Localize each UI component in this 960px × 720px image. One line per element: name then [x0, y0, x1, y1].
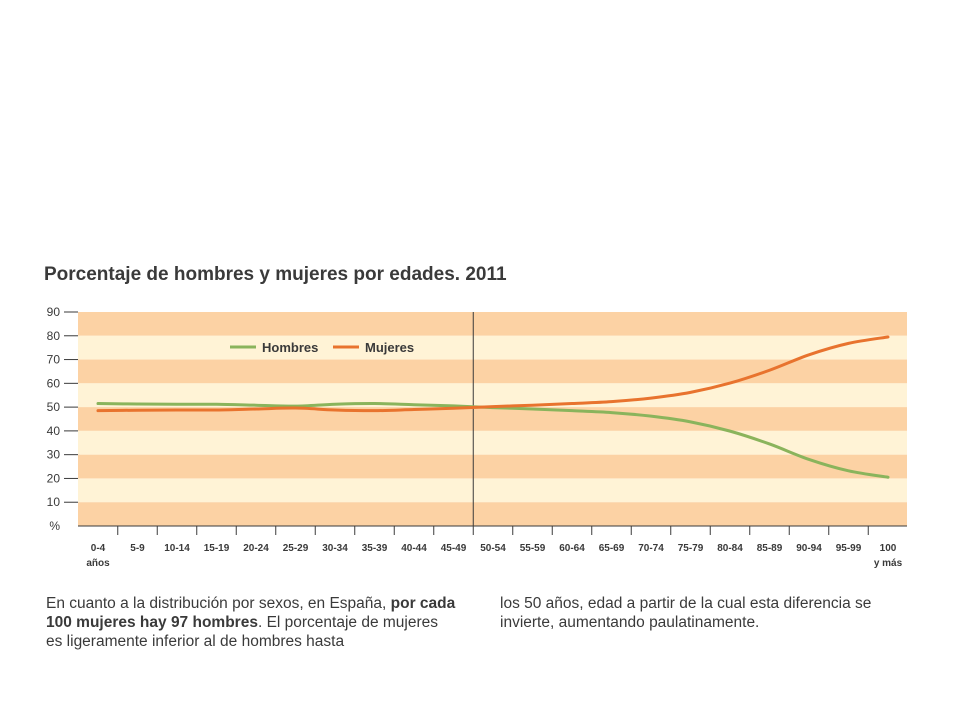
y-tick-label-40: 40: [47, 424, 61, 438]
y-tick-label-20: 20: [47, 471, 61, 485]
x-tick-label-sub: años: [86, 558, 110, 569]
x-tick-label: 70-74: [638, 543, 664, 554]
x-tick-label: 25-29: [283, 543, 309, 554]
y-axis-unit: %: [49, 519, 60, 533]
caption-left-part-1: En cuanto a la distribución por sexos, e…: [46, 595, 391, 612]
legend-label-mujeres: Mujeres: [365, 340, 414, 355]
legend-label-hombres: Hombres: [262, 340, 318, 355]
caption-right: los 50 años, edad a partir de la cual es…: [500, 595, 872, 631]
caption-left-part-2: . El porcentaje de mujeres es ligerament…: [46, 614, 439, 650]
x-tick-label: 30-34: [322, 543, 348, 554]
y-tick-label-10: 10: [47, 495, 61, 509]
x-tick-label: 0-4: [91, 543, 106, 554]
y-tick-label-30: 30: [47, 448, 61, 462]
x-tick-label: 100: [880, 543, 897, 554]
y-tick-label-50: 50: [47, 400, 61, 414]
x-tick-label: 35-39: [362, 543, 388, 554]
band-20-30: [78, 454, 907, 479]
x-tick-label: 50-54: [480, 543, 506, 554]
x-tick-label: 60-64: [559, 543, 585, 554]
band-0-10: [78, 502, 907, 526]
x-tick-label: 95-99: [836, 543, 862, 554]
x-tick-label: 80-84: [717, 543, 743, 554]
x-tick-label: 85-89: [757, 543, 783, 554]
caption-left: En cuanto a la distribución por sexos, e…: [46, 594, 456, 651]
x-tick-label: 40-44: [401, 543, 427, 554]
x-tick-label: 65-69: [599, 543, 625, 554]
y-tick-label-70: 70: [47, 353, 61, 367]
band-30-40: [78, 430, 907, 455]
y-tick-label-80: 80: [47, 329, 61, 343]
band-70-80: [78, 335, 907, 360]
y-tick-label-90: 90: [47, 305, 61, 319]
series-lines: [96, 335, 890, 479]
band-60-70: [78, 359, 907, 384]
x-tick-label: 45-49: [441, 543, 467, 554]
y-axis: 10 20 30 40 50 60 70 80 90%: [47, 305, 78, 533]
background-bands: [78, 312, 907, 527]
x-tick-label: 20-24: [243, 543, 269, 554]
caption-left-bold: por cada 100 mujeres hay 97 hombres: [46, 595, 456, 631]
x-axis: 0-4 años 5-9 10-14 15-19 20-24 25-29 30-34 35-39…: [86, 526, 903, 569]
x-tick-label: 5-9: [130, 543, 145, 554]
x-tick-label: 90-94: [796, 543, 822, 554]
band-80-90: [78, 312, 907, 336]
x-tick-label: 75-79: [678, 543, 704, 554]
x-tick-label: 55-59: [520, 543, 546, 554]
x-tick-label: 10-14: [164, 543, 190, 554]
legend: Hombres Mujeres: [230, 340, 414, 355]
x-tick-label: 15-19: [204, 543, 230, 554]
y-tick-label-60: 60: [47, 376, 61, 390]
band-10-20: [78, 478, 907, 503]
chart-title: Porcentaje de hombres y mujeres por edad…: [44, 264, 507, 285]
series-line-mujeres: [96, 335, 890, 413]
x-tick-label-sub: y más: [874, 558, 903, 569]
